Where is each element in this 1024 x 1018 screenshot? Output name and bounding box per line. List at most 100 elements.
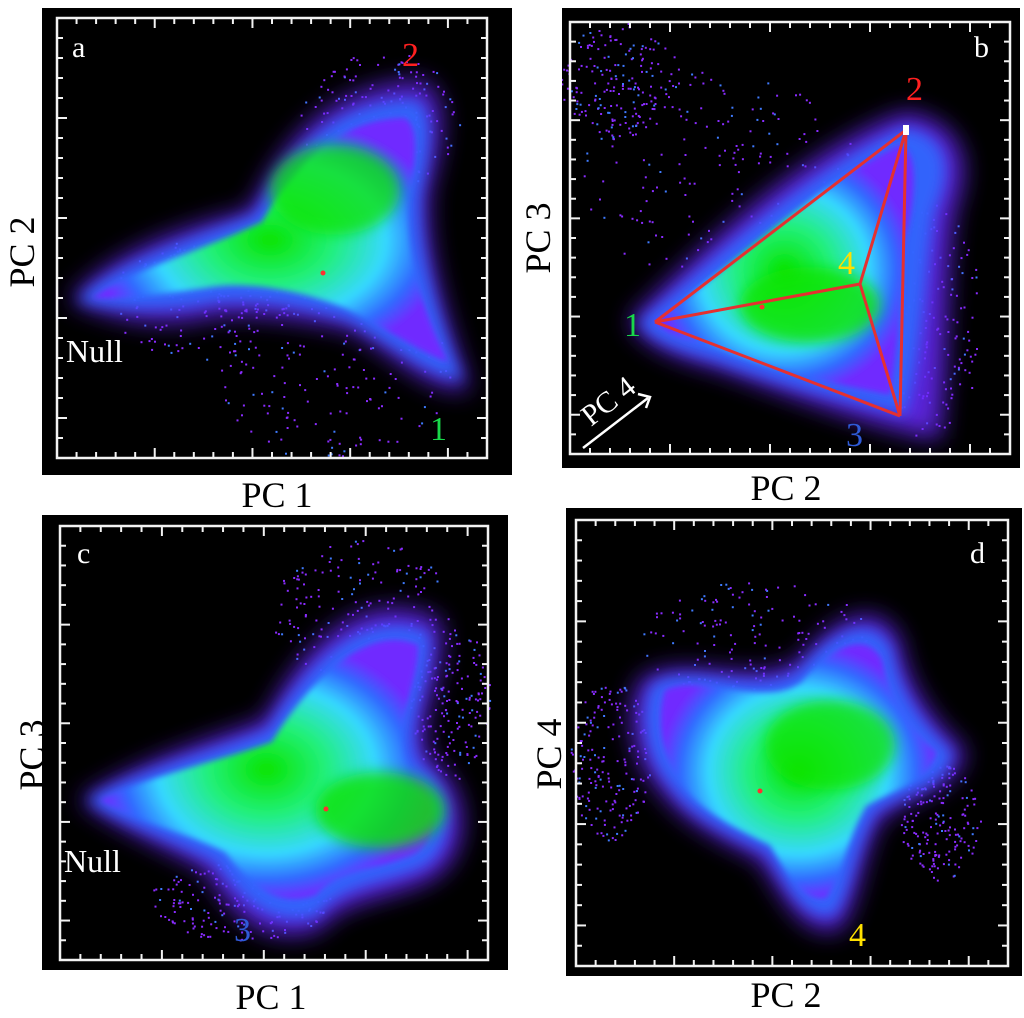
scatter-point: [342, 455, 344, 458]
scatter-point: [478, 654, 481, 657]
scatter-point: [367, 604, 370, 607]
scatter-point: [922, 865, 925, 868]
scatter-point: [150, 338, 153, 340]
scatter-point: [919, 849, 922, 852]
scatter-point: [922, 801, 925, 804]
scatter-point: [442, 730, 445, 733]
scatter-point: [585, 65, 588, 68]
scatter-point: [329, 438, 332, 441]
scatter-point: [377, 63, 380, 66]
scatter-point: [359, 436, 362, 439]
scatter-point: [607, 726, 610, 729]
scatter-point: [372, 563, 375, 566]
scatter-point: [651, 74, 654, 77]
scatter-point: [960, 856, 963, 859]
scatter-point: [963, 353, 966, 356]
scatter-point: [186, 931, 189, 934]
scatter-point: [467, 723, 470, 726]
scatter-point: [611, 803, 614, 806]
scatter-point: [197, 899, 200, 902]
scatter-point: [451, 671, 454, 674]
scatter-point: [329, 412, 332, 415]
scatter-point: [584, 701, 587, 704]
scatter-point: [465, 746, 468, 748]
scatter-point: [642, 186, 645, 189]
scatter-point: [697, 249, 700, 252]
scatter-point: [798, 619, 801, 622]
scatter-point: [814, 603, 817, 606]
scatter-point: [597, 107, 600, 110]
scatter-point: [621, 85, 624, 87]
scatter-point: [641, 70, 643, 73]
scatter-point: [305, 101, 308, 104]
scatter-point: [199, 873, 202, 876]
scatter-point: [594, 771, 597, 774]
scatter-point: [310, 595, 313, 598]
scatter-point: [631, 115, 634, 118]
scatter-point: [620, 107, 623, 110]
scatter-point: [618, 735, 621, 738]
scatter-point: [691, 73, 694, 76]
scatter-point: [672, 85, 675, 87]
scatter-point: [651, 108, 654, 110]
scatter-point: [910, 857, 913, 860]
scatter-point: [660, 612, 663, 615]
scatter-point: [938, 797, 941, 800]
scatter-point: [434, 758, 437, 761]
scatter-point: [575, 91, 578, 94]
scatter-point: [694, 664, 696, 666]
scatter-point: [954, 840, 957, 843]
scatter-point: [648, 163, 651, 166]
scatter-point: [590, 782, 593, 784]
scatter-point: [626, 819, 629, 822]
scatter-point: [949, 826, 951, 829]
scatter-point: [632, 778, 635, 781]
scatter-point: [653, 108, 656, 111]
scatter-point: [329, 546, 332, 548]
scatter-point: [378, 439, 381, 442]
scatter-point: [642, 779, 645, 782]
scatter-point: [702, 82, 705, 85]
scatter-point: [624, 761, 627, 764]
scatter-point: [594, 82, 597, 85]
scatter-point: [925, 832, 928, 835]
scatter-point: [632, 803, 635, 806]
scatter-point: [596, 123, 599, 126]
scatter-point: [781, 619, 784, 622]
scatter-point: [270, 936, 273, 939]
scatter-point: [458, 715, 461, 718]
scatter-point: [427, 725, 430, 728]
scatter-point: [614, 39, 617, 41]
scatter-point: [597, 705, 600, 708]
scatter-point: [628, 79, 631, 82]
scatter-point: [613, 799, 616, 802]
scatter-point: [461, 687, 463, 690]
scatter-point: [786, 165, 789, 168]
scatter-point: [418, 425, 421, 428]
scatter-point: [444, 106, 447, 109]
scatter-point: [654, 40, 657, 43]
scatter-point: [345, 412, 348, 415]
scatter-point: [283, 382, 286, 385]
scatter-point: [188, 884, 191, 886]
scatter-point: [971, 277, 974, 279]
scatter-point: [954, 337, 957, 340]
scatter-point: [241, 922, 243, 925]
scatter-point: [177, 902, 180, 905]
scatter-point: [722, 89, 725, 92]
scatter-point: [711, 608, 714, 611]
scatter-point: [224, 926, 226, 929]
scatter-point: [451, 113, 454, 116]
scatter-point: [189, 342, 192, 345]
scatter-point: [431, 609, 434, 612]
panel-c-ylabel: PC 3: [12, 719, 52, 790]
scatter-point: [798, 651, 801, 654]
scatter-point: [596, 726, 599, 729]
scatter-point: [251, 937, 254, 940]
scatter-point: [179, 902, 182, 905]
scatter-point: [629, 87, 632, 90]
scatter-point: [253, 331, 256, 334]
scatter-point: [816, 622, 819, 625]
scatter-point: [326, 375, 329, 378]
